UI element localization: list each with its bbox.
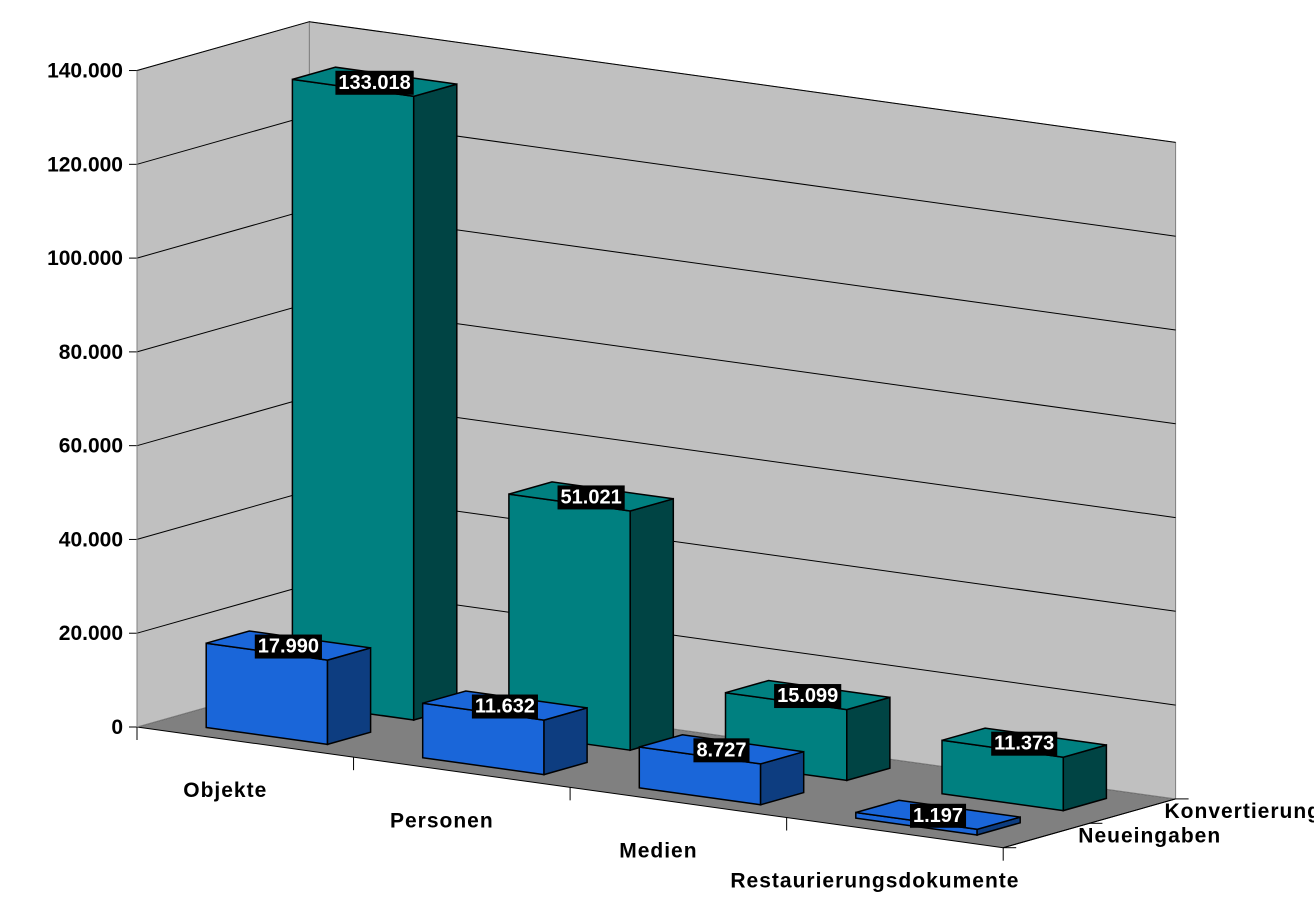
data-label: 11.373 <box>994 733 1054 755</box>
y-tick-label: 100.000 <box>47 247 123 270</box>
data-label-group: 1.197 <box>909 803 967 828</box>
series-label: Konvertierungen <box>1165 800 1314 823</box>
data-label-box <box>557 485 625 510</box>
data-label-group: 8.727 <box>693 738 750 763</box>
data-label-group: 15.099 <box>774 684 842 709</box>
side-wall <box>136 21 310 728</box>
data-label-group: 17.990 <box>254 634 322 659</box>
bar-side-face <box>629 497 675 752</box>
bar-side-face <box>846 696 891 782</box>
data-label: 11.632 <box>475 696 535 718</box>
bar-front-face <box>291 78 415 721</box>
y-tick-label: 40.000 <box>59 528 123 551</box>
data-label-group: 11.632 <box>471 694 538 719</box>
category-label: Medien <box>619 839 697 862</box>
data-label-box <box>774 684 842 709</box>
bar-side-face <box>326 646 372 746</box>
data-label-box <box>991 731 1058 756</box>
category-label: Personen <box>390 809 494 832</box>
data-label-box <box>909 803 967 828</box>
data-label-box <box>254 634 322 659</box>
y-tick-label: 60.000 <box>59 435 123 458</box>
bar <box>291 66 458 721</box>
data-label: 15.099 <box>777 685 838 707</box>
y-tick-label: 120.000 <box>47 153 123 176</box>
data-label-group: 11.373 <box>991 731 1058 756</box>
bar-side-face <box>412 83 458 721</box>
y-tick-label: 20.000 <box>59 622 123 645</box>
axes <box>129 70 1189 861</box>
data-label-box <box>693 738 750 763</box>
data-label: 17.990 <box>258 636 319 658</box>
data-label: 133.018 <box>338 72 410 94</box>
y-tick-label: 80.000 <box>59 341 123 364</box>
data-label-box <box>335 70 414 95</box>
data-label: 1.197 <box>913 805 963 827</box>
data-label: 8.727 <box>696 739 746 761</box>
gridline <box>136 21 1176 143</box>
category-label: Restaurierungsdokumente <box>730 870 1019 893</box>
data-label-group: 133.018 <box>335 70 414 95</box>
series-label: Neueingaben <box>1078 825 1221 848</box>
data-label-group: 51.021 <box>557 485 625 510</box>
labels: 0 20.000 40.000 60.000 80.000 100.000 120.000 1… <box>47 60 1314 893</box>
data-label: 51.021 <box>561 486 622 508</box>
category-label: Objekte <box>183 779 267 802</box>
y-tick-label: 140.000 <box>47 60 123 83</box>
y-tick-label: 0 <box>111 716 123 739</box>
data-label-box <box>471 694 538 719</box>
